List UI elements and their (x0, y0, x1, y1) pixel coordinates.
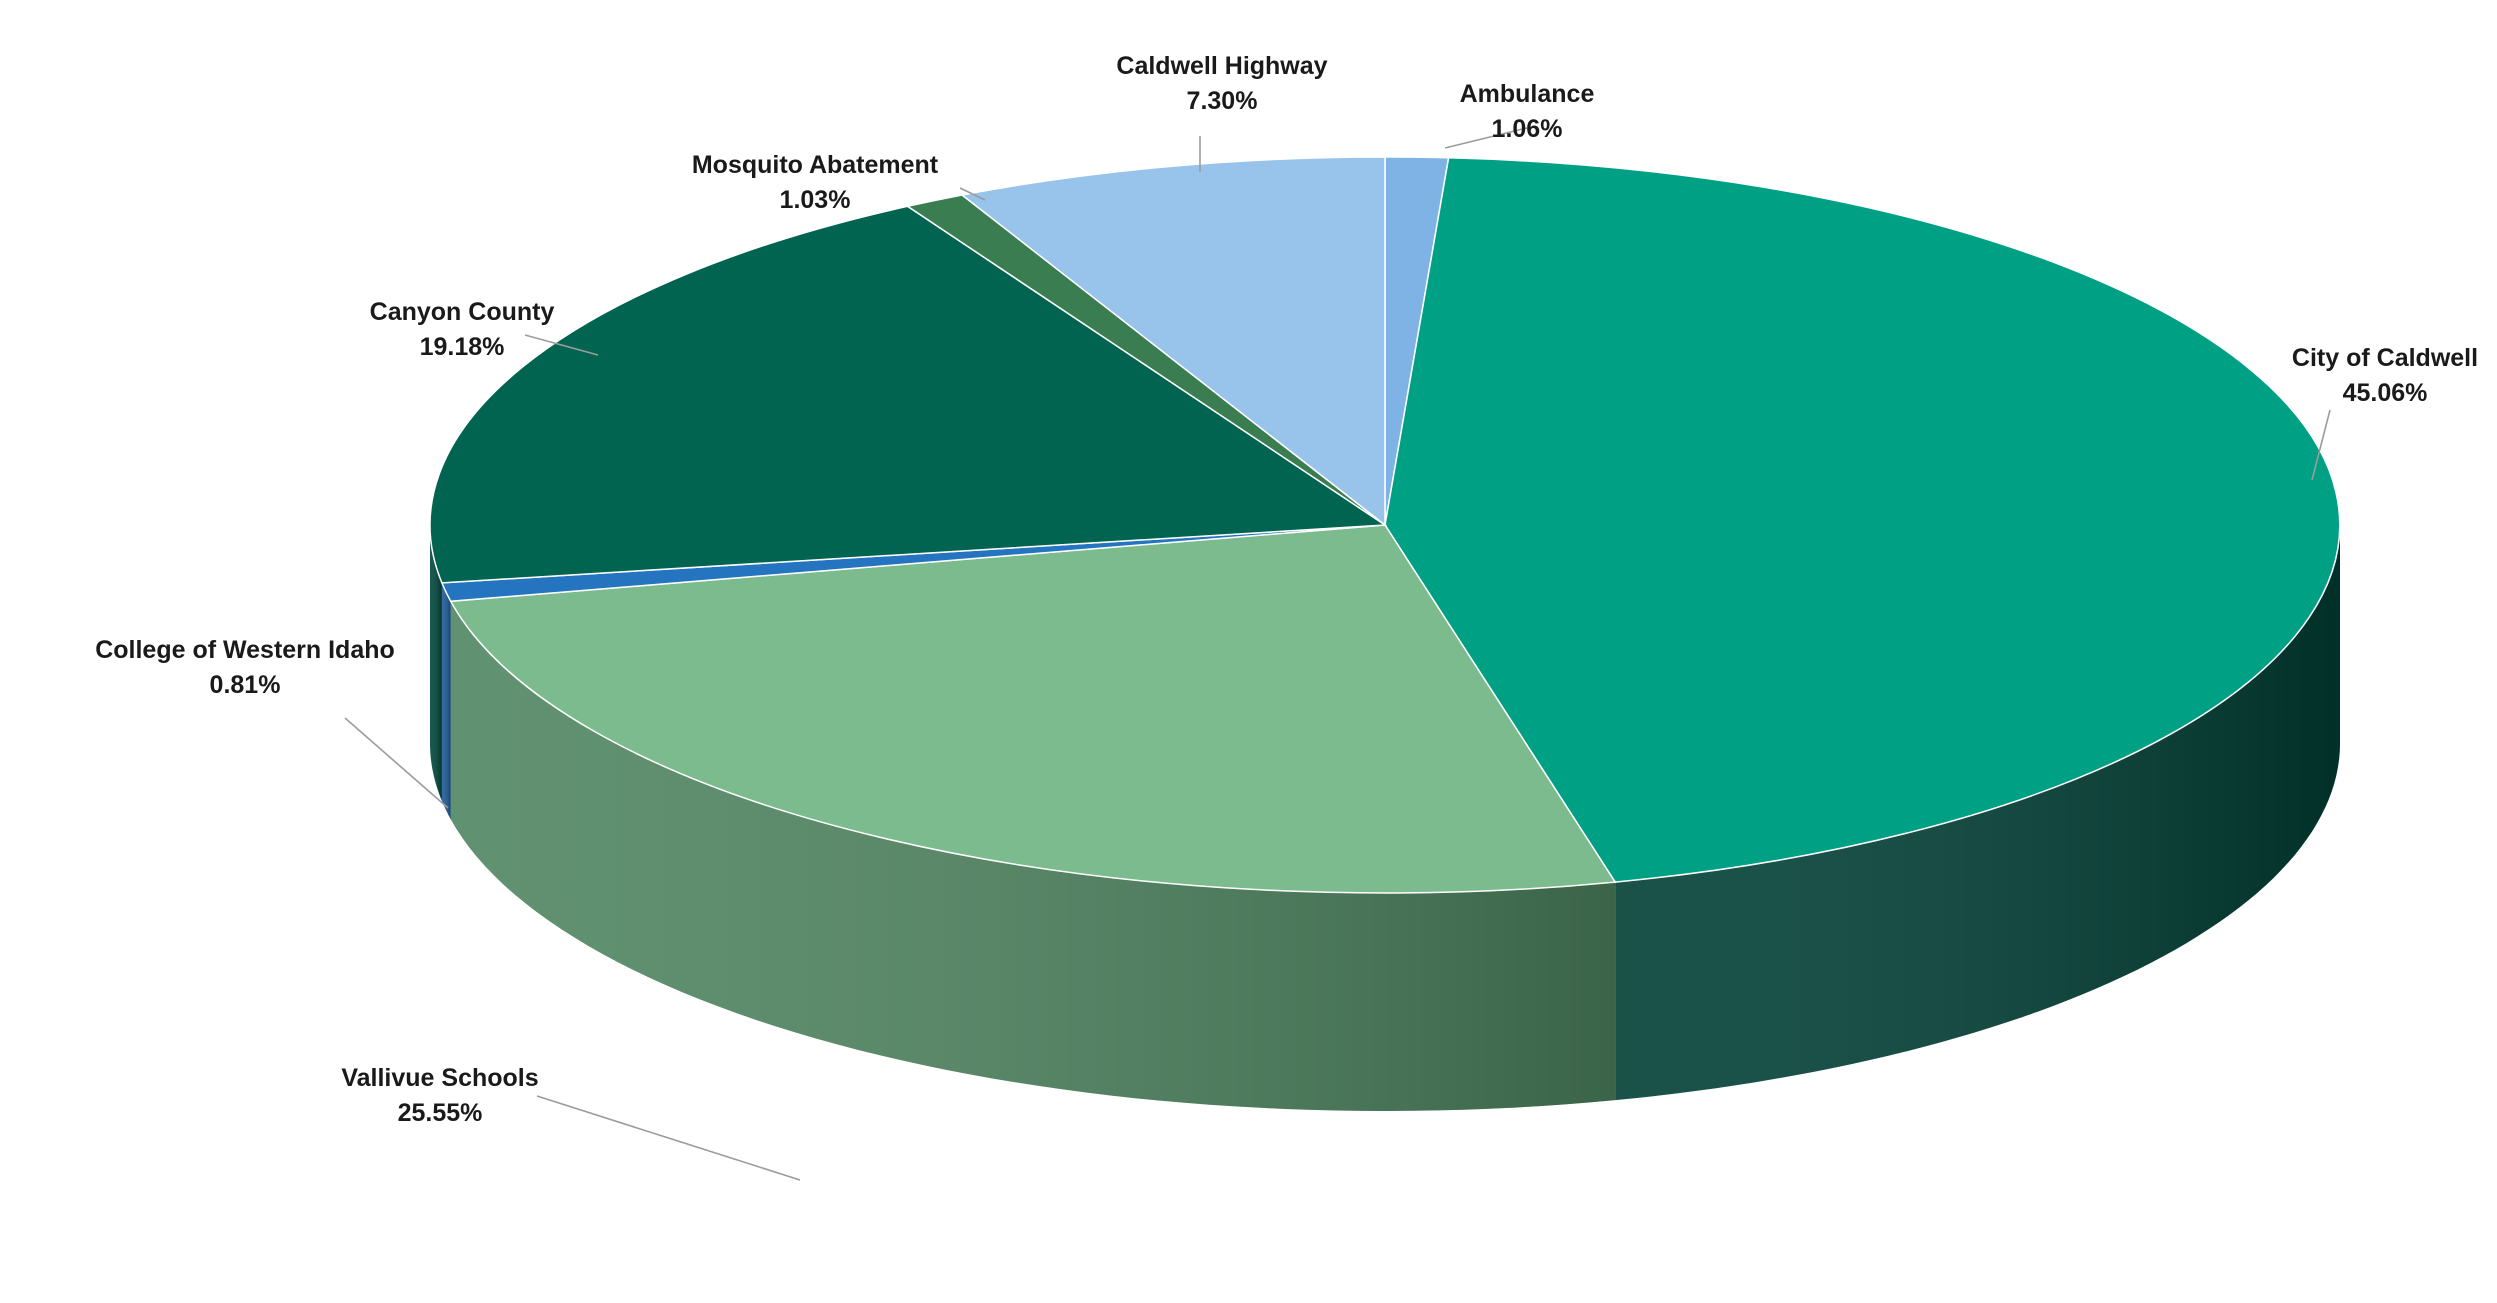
leader-line-ambulance (1444, 127, 1528, 149)
slice-side-vallivue-schools (450, 601, 1616, 1111)
leader-line-vallivue-schools (536, 1095, 801, 1181)
data-label-value-ambulance: 1.06% (1492, 115, 1563, 143)
data-label-name-vallivue-schools: Vallivue Schools (341, 1064, 538, 1092)
pie-tops (429, 156, 2341, 894)
data-label-value-city-of-caldwell: 45.06% (2343, 379, 2428, 407)
slice-canyon-county (429, 205, 1388, 584)
slice-side-canyon-county (430, 525, 442, 801)
data-label-name-city-of-caldwell: City of Caldwell (2292, 344, 2478, 372)
data-label-name-mosquito-abatement: Mosquito Abatement (692, 151, 939, 179)
data-label-value-vallivue-schools: 25.55% (398, 1099, 483, 1127)
pie-sides (430, 525, 2340, 1111)
slice-side-college-of-western-idaho (441, 582, 451, 820)
slice-caldwell-highway (960, 156, 1386, 527)
leader-line-college-of-western-idaho (344, 717, 449, 809)
data-label-name-college-of-western-idaho: College of Western Idaho (95, 636, 395, 664)
data-label-name-caldwell-highway: Caldwell Highway (1116, 52, 1327, 80)
slice-vallivue-schools (449, 524, 1617, 894)
data-label-name-ambulance: Ambulance (1460, 80, 1595, 108)
leader-line-city-of-caldwell (2311, 409, 2331, 481)
data-labels: Ambulance 1.06% City of Caldwell 45.06% Vall… (95, 52, 2478, 1127)
data-label-value-college-of-western-idaho: 0.81% (210, 671, 281, 699)
data-label-value-caldwell-highway: 7.30% (1187, 87, 1258, 115)
leader-lines (344, 127, 2331, 1181)
data-label-value-canyon-county: 19.18% (420, 333, 505, 361)
data-label-name-canyon-county: Canyon County (370, 298, 555, 326)
data-label-value-mosquito-abatement: 1.03% (780, 186, 851, 214)
slice-side-city-of-caldwell (1615, 525, 2340, 1101)
slice-city-of-caldwell (1384, 157, 2341, 883)
leader-line-mosquito-abatement (959, 187, 986, 201)
leader-line-canyon-county (524, 334, 599, 356)
